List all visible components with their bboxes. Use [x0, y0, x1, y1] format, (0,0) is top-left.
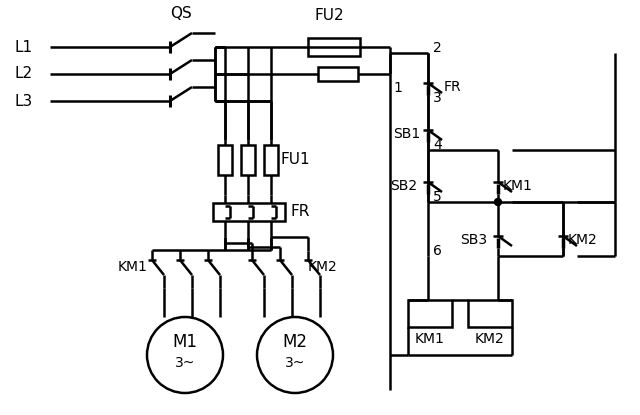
Text: M2: M2 [282, 333, 307, 351]
Text: SB1: SB1 [393, 127, 420, 141]
Bar [218, 145, 232, 175]
Text: KM2: KM2 [475, 332, 505, 346]
Bar [241, 145, 255, 175]
Text: 5: 5 [433, 190, 442, 204]
Text: KM1: KM1 [503, 179, 533, 193]
Text: L2: L2 [15, 66, 33, 81]
Bar [264, 145, 278, 175]
Bar [408, 300, 452, 327]
Bar [468, 300, 512, 327]
Bar [318, 67, 358, 81]
Text: 4: 4 [433, 138, 442, 152]
Text: 6: 6 [433, 244, 442, 258]
Text: KM2: KM2 [308, 260, 338, 274]
Text: KM1: KM1 [118, 260, 148, 274]
Text: KM2: KM2 [568, 233, 598, 247]
Text: 2: 2 [433, 41, 442, 55]
Text: KM1: KM1 [415, 332, 445, 346]
Text: FU2: FU2 [315, 7, 344, 22]
Text: 1: 1 [393, 81, 402, 95]
Text: QS: QS [170, 5, 192, 20]
Text: L1: L1 [15, 39, 33, 54]
Text: 3~: 3~ [285, 356, 305, 370]
Text: SB3: SB3 [460, 233, 487, 247]
Text: FR: FR [291, 205, 310, 220]
Circle shape [495, 198, 502, 205]
Bar [213, 203, 285, 221]
Text: 3: 3 [433, 91, 442, 105]
Text: FU1: FU1 [280, 152, 310, 168]
Text: SB2: SB2 [390, 179, 417, 193]
Text: L3: L3 [15, 93, 33, 108]
Bar [308, 38, 360, 56]
Text: FR: FR [444, 80, 461, 94]
Text: M1: M1 [173, 333, 198, 351]
Text: 3~: 3~ [175, 356, 195, 370]
